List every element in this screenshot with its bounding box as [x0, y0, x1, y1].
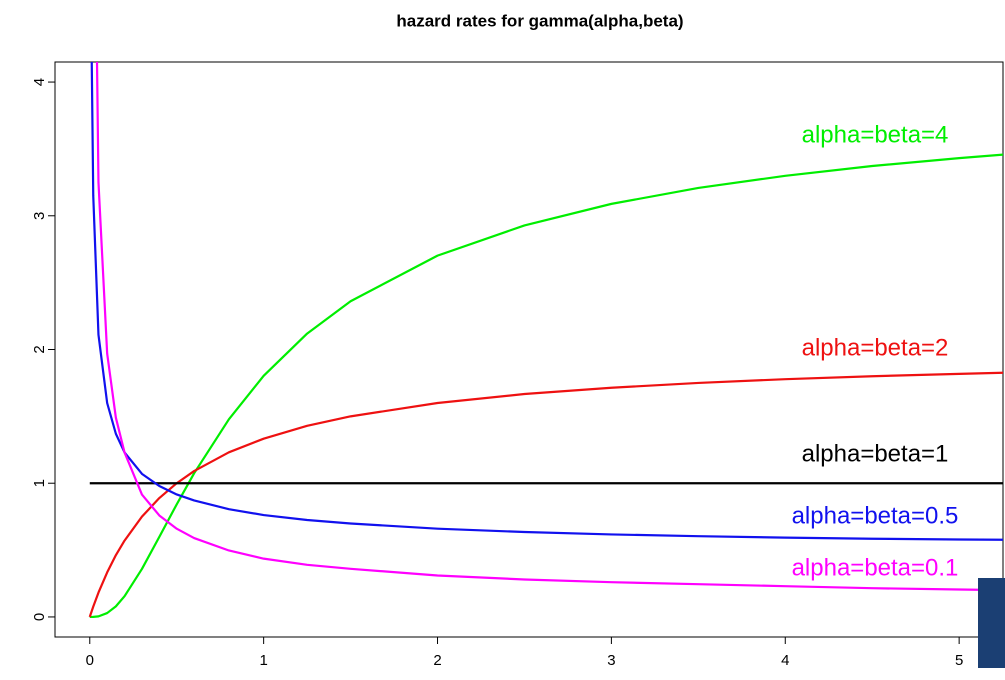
y-tick-label: 1 — [31, 479, 48, 487]
series-line — [95, 62, 1003, 592]
y-tick-label: 2 — [31, 345, 48, 353]
logo-badge — [978, 578, 1005, 668]
series-line — [89, 153, 1003, 619]
series-label: alpha=beta=0.1 — [792, 554, 959, 581]
series-label: alpha=beta=4 — [802, 121, 949, 148]
y-tick-label: 0 — [31, 613, 48, 621]
y-tick-label: 3 — [31, 212, 48, 220]
plot-area — [88, 62, 1003, 619]
series-label: alpha=beta=0.5 — [792, 502, 959, 529]
y-tick-label: 4 — [31, 78, 48, 86]
x-tick-label: 5 — [955, 652, 963, 669]
x-tick-label: 0 — [86, 652, 94, 669]
series-label: alpha=beta=2 — [802, 334, 949, 361]
x-tick-label: 2 — [433, 652, 441, 669]
chart-title: hazard rates for gamma(alpha,beta) — [396, 11, 683, 30]
series-line — [88, 371, 1003, 618]
x-tick-label: 3 — [607, 652, 615, 669]
series-label: alpha=beta=1 — [802, 440, 949, 467]
x-tick-label: 4 — [781, 652, 789, 669]
series-line — [90, 62, 1003, 541]
x-tick-label: 1 — [259, 652, 267, 669]
